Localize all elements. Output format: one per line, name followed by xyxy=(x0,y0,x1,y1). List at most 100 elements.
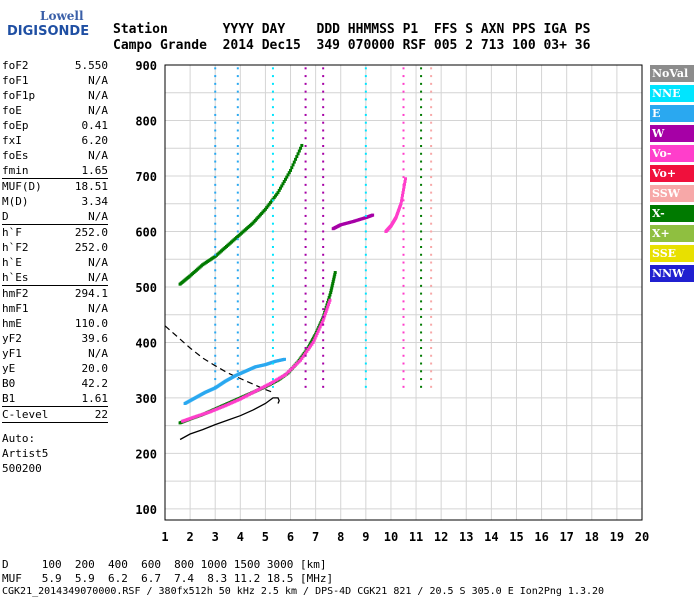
trace-point xyxy=(235,398,239,402)
trace-point xyxy=(267,202,271,206)
echo-streak-point xyxy=(420,129,423,132)
echo-streak-point xyxy=(430,98,433,101)
trace-point xyxy=(272,196,276,200)
y-tick-label: 200 xyxy=(135,447,157,461)
echo-streak-point xyxy=(420,222,423,225)
echo-streak-point xyxy=(420,207,423,210)
param-value: N/A xyxy=(88,302,108,315)
echo-streak-point xyxy=(420,269,423,272)
echo-streak-point xyxy=(420,339,423,342)
echo-streak-point xyxy=(322,331,325,334)
echo-streak-point xyxy=(322,253,325,256)
echo-streak-point xyxy=(304,378,307,381)
param-key: yE xyxy=(2,362,16,375)
legend-item-noval: NoVal xyxy=(650,65,694,82)
trace-point xyxy=(287,370,291,374)
echo-streak-point xyxy=(430,362,433,365)
echo-streak-point xyxy=(304,152,307,155)
echo-streak-point xyxy=(322,269,325,272)
trace-point xyxy=(270,199,274,203)
param-key: h`Es xyxy=(2,271,29,284)
echo-streak-point xyxy=(304,300,307,303)
echo-streak-point xyxy=(236,339,239,342)
plot-frame xyxy=(164,64,643,521)
echo-streak-point xyxy=(322,300,325,303)
echo-streak-point xyxy=(271,354,274,357)
echo-streak-point xyxy=(420,354,423,357)
echo-streak-point xyxy=(420,67,423,70)
echo-streak-point xyxy=(364,292,367,295)
echo-streak-point xyxy=(214,362,217,365)
trace-point xyxy=(280,374,284,378)
trace-point xyxy=(314,332,318,336)
echo-streak-point xyxy=(430,346,433,349)
echo-streak-point xyxy=(236,269,239,272)
trace-point xyxy=(258,387,262,391)
echo-streak-point xyxy=(430,385,433,388)
trace-point xyxy=(296,152,300,156)
trace-point xyxy=(332,275,336,279)
echo-streak-point xyxy=(214,346,217,349)
echo-streak-point xyxy=(420,315,423,318)
param-group-4: hmF2 294.1 hmF1 N/A hmE 110.0 yF2 39.6 yF1 N/A yE 2… xyxy=(2,286,108,406)
divider xyxy=(2,178,108,179)
echo-streak-point xyxy=(271,292,274,295)
param-row: D N/A xyxy=(2,209,108,224)
echo-streak-point xyxy=(402,98,405,101)
echo-streak-point xyxy=(304,315,307,318)
trace-point xyxy=(243,395,247,399)
footer-distance-row: D 100 200 400 600 800 1000 1500 3000 [km… xyxy=(2,558,327,571)
trace-point xyxy=(313,336,317,340)
echo-streak-point xyxy=(420,370,423,373)
trace-point xyxy=(262,385,266,389)
echo-streak-point xyxy=(304,121,307,124)
echo-streak-point xyxy=(271,137,274,140)
echo-streak-point xyxy=(402,106,405,109)
echo-streak-point xyxy=(214,67,217,70)
echo-streak-point xyxy=(304,323,307,326)
trace-point xyxy=(204,411,208,415)
param-row: foF1 N/A xyxy=(2,73,108,88)
echo-streak-point xyxy=(322,246,325,248)
trace-point xyxy=(326,298,330,302)
echo-streak-point xyxy=(430,199,433,202)
echo-streak-point xyxy=(236,121,239,124)
trace-point xyxy=(295,155,299,159)
echo-streak-point xyxy=(364,308,367,311)
echo-streak-point xyxy=(402,183,405,186)
trace-point xyxy=(232,400,236,404)
echo-streak-point xyxy=(236,300,239,303)
echo-streak-point xyxy=(304,82,307,85)
param-value: 1.61 xyxy=(81,392,109,405)
echo-streak-point xyxy=(420,331,423,334)
echo-streak-point xyxy=(420,300,423,303)
trace-point xyxy=(399,202,403,206)
trace-point xyxy=(305,349,309,353)
trace-point xyxy=(210,409,214,413)
trace-point xyxy=(403,182,407,186)
trace-point xyxy=(256,388,260,392)
trace-point xyxy=(280,184,284,188)
echo-streak-point xyxy=(236,378,239,381)
echo-streak-point xyxy=(304,176,307,179)
legend-item-e: E xyxy=(650,105,694,122)
trace-point xyxy=(324,309,328,313)
echo-streak-point xyxy=(322,354,325,357)
echo-streak-point xyxy=(236,152,239,155)
echo-streak-point xyxy=(402,238,405,241)
logo-lowell-text: Lowell xyxy=(40,9,84,23)
echo-streak-point xyxy=(304,253,307,256)
param-key: hmE xyxy=(2,317,22,330)
trace-point xyxy=(296,361,300,365)
echo-streak-point xyxy=(364,253,367,256)
x-tick-label: 9 xyxy=(362,530,369,544)
trace-point xyxy=(284,177,288,181)
echo-streak-point xyxy=(271,98,274,101)
echo-streak-point xyxy=(304,362,307,365)
param-key: h`F xyxy=(2,226,22,239)
trace-point xyxy=(320,319,324,323)
param-group-2: MUF(D) 18.51 M(D) 3.34 D N/A xyxy=(2,179,108,224)
echo-streak-point xyxy=(236,238,239,241)
trace-point xyxy=(274,378,278,382)
trace-point xyxy=(330,284,334,288)
